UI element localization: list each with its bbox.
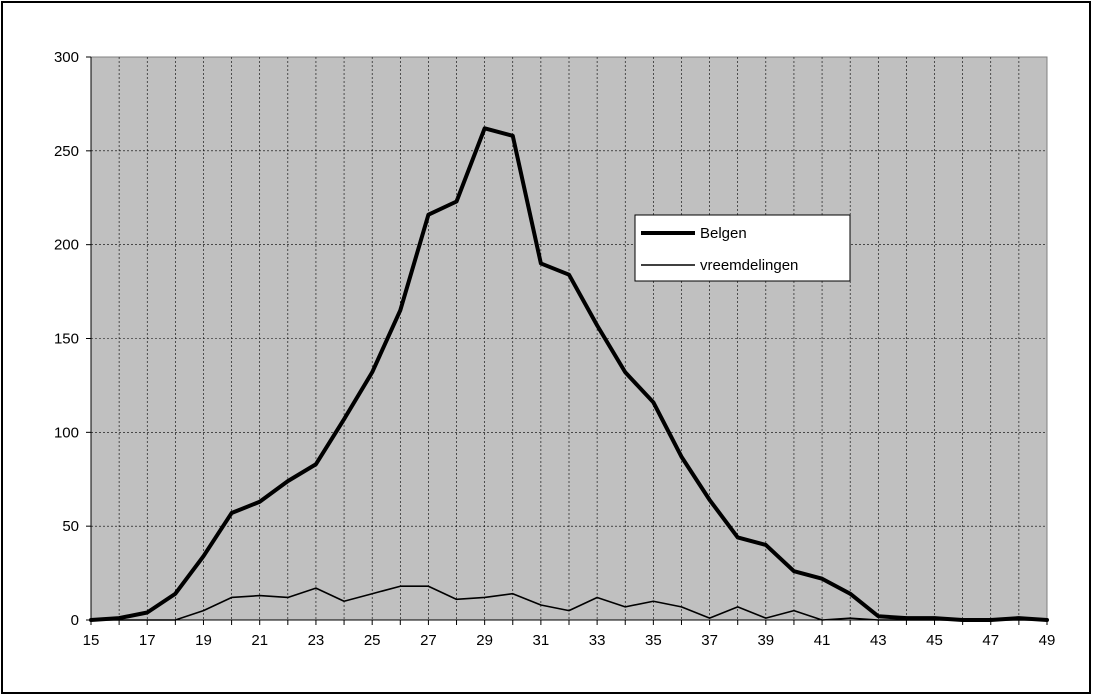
x-tick-label: 49 <box>1039 632 1056 649</box>
legend-label-vreemdelingen: vreemdelingen <box>700 257 798 274</box>
series-layer <box>89 126 1049 622</box>
gridlines <box>91 57 1047 620</box>
y-tick-label: 200 <box>54 237 79 254</box>
x-tick-label: 31 <box>533 632 550 649</box>
x-tick-label: 41 <box>814 632 831 649</box>
x-tick-label: 45 <box>926 632 943 649</box>
x-tick-label: 21 <box>251 632 268 649</box>
x-tick-label: 19 <box>195 632 212 649</box>
x-tick-label: 29 <box>476 632 493 649</box>
legend: Belgen vreemdelingen <box>634 214 851 282</box>
x-tick-label: 47 <box>982 632 999 649</box>
y-axis-ticks: 0 50 100 150 200 250 300 <box>54 49 91 629</box>
legend-label-belgen: Belgen <box>700 225 747 242</box>
y-tick-label: 100 <box>54 424 79 441</box>
y-tick-label: 300 <box>54 49 79 66</box>
x-tick-label: 37 <box>701 632 718 649</box>
legend-box <box>634 214 851 282</box>
y-tick-label: 150 <box>54 331 79 348</box>
x-tick-label: 23 <box>308 632 325 649</box>
y-tick-label: 250 <box>54 143 79 160</box>
x-tick-label: 43 <box>870 632 887 649</box>
y-tick-label: 50 <box>62 518 79 535</box>
y-tick-label: 0 <box>71 612 79 629</box>
x-tick-label: 35 <box>645 632 662 649</box>
x-tick-label: 15 <box>83 632 100 649</box>
x-axis-ticks: 15 17 19 21 23 25 27 29 31 33 35 37 39 41 43 45 47 49 <box>83 620 1056 649</box>
x-tick-label: 33 <box>589 632 606 649</box>
x-tick-label: 27 <box>420 632 437 649</box>
x-tick-label: 17 <box>139 632 156 649</box>
x-tick-label: 39 <box>757 632 774 649</box>
x-tick-label: 25 <box>364 632 381 649</box>
